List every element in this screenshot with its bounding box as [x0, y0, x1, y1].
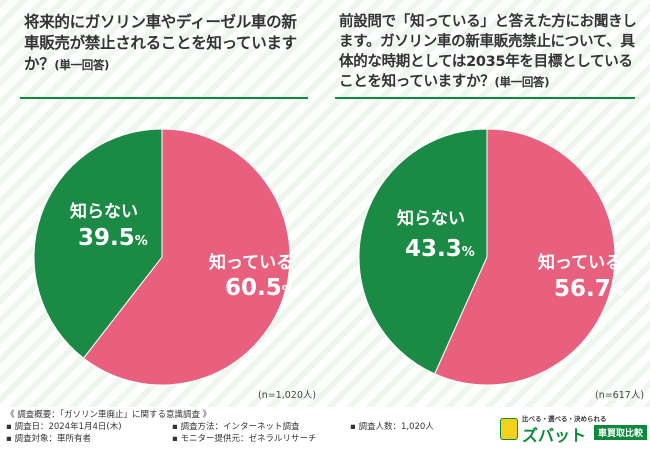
logo-tagline: 比べる・選べる・決められる: [522, 415, 607, 423]
left-question-text: 将来的にガソリン車やディーゼル車の新車販売が禁止されることを知っていますか？: [24, 13, 297, 73]
left-slice-unknown: [33, 128, 163, 359]
zubat-logo: 比べる・選べる・決められる ズバット 車買取比較: [500, 412, 648, 446]
right-sample-size: (n=617人): [595, 390, 645, 401]
right-slice-label-unknown: 知らない: [396, 208, 465, 229]
survey-count: ▪ 調査人数：1,020人: [350, 422, 434, 432]
right-slice-value-known: 56.7%: [554, 276, 624, 302]
left-slice-label-unknown: 知らない: [69, 201, 138, 222]
left-sample-size: (n=1,020人): [258, 390, 317, 401]
right-question-underline: [335, 97, 635, 99]
left-question-underline: [20, 97, 308, 99]
left-slice-label-known: 知っている: [208, 252, 293, 273]
survey-target: ▪ 調査対象：車所有者: [6, 434, 91, 444]
survey-method: ▪ 調査方法：インターネット調査: [172, 422, 300, 432]
zubat-logo-icon: [500, 418, 518, 440]
logo-name: ズバット: [522, 426, 587, 445]
right-slice-label-known: 知っている: [537, 252, 622, 273]
survey-summary: 《 調査概要：「ガソリン車廃止」に関する意識調査 》: [6, 410, 212, 420]
right-pie-chart: 知っている 56.7% 知らない 43.3%: [358, 128, 624, 386]
survey-provider: ▪ モニター提供元：ゼネラルリサーチ: [172, 434, 317, 444]
left-slice-known: [82, 128, 291, 386]
survey-date: ▪ 調査日：2024年1月4日(木): [6, 422, 122, 432]
left-slice-value-known: 60.5%: [225, 275, 295, 301]
logo-badge: 車買取比較: [594, 425, 648, 440]
right-slice-value-unknown: 43.3%: [405, 236, 475, 262]
left-panel: 将来的にガソリン車やディーゼル車の新車販売が禁止されることを知っていますか？(単…: [0, 0, 325, 410]
right-question-suffix: (単一回答): [494, 75, 550, 89]
right-slice-known: [434, 128, 616, 386]
right-panel: 前設問で「知っている」と答えた方にお聞きします。ガソリン車の新車販売禁止について…: [325, 0, 650, 410]
right-question-text: 前設問で「知っている」と答えた方にお聞きします。ガソリン車の新車販売禁止について…: [339, 14, 637, 90]
right-slice-unknown: [358, 128, 488, 375]
survey-footer: 《 調査概要：「ガソリン車廃止」に関する意識調査 》 ▪ 調査日：2024年1月…: [0, 407, 650, 450]
right-question: 前設問で「知っている」と答えた方にお聞きします。ガソリン車の新車販売禁止について…: [339, 12, 644, 92]
left-question-suffix: (単一回答): [54, 58, 110, 72]
left-slice-value-unknown: 39.5%: [78, 225, 148, 251]
left-question: 将来的にガソリン車やディーゼル車の新車販売が禁止されることを知っていますか？(単…: [24, 12, 309, 76]
